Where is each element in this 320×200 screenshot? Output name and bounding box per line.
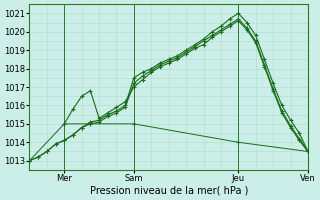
X-axis label: Pression niveau de la mer( hPa ): Pression niveau de la mer( hPa ): [90, 186, 248, 196]
